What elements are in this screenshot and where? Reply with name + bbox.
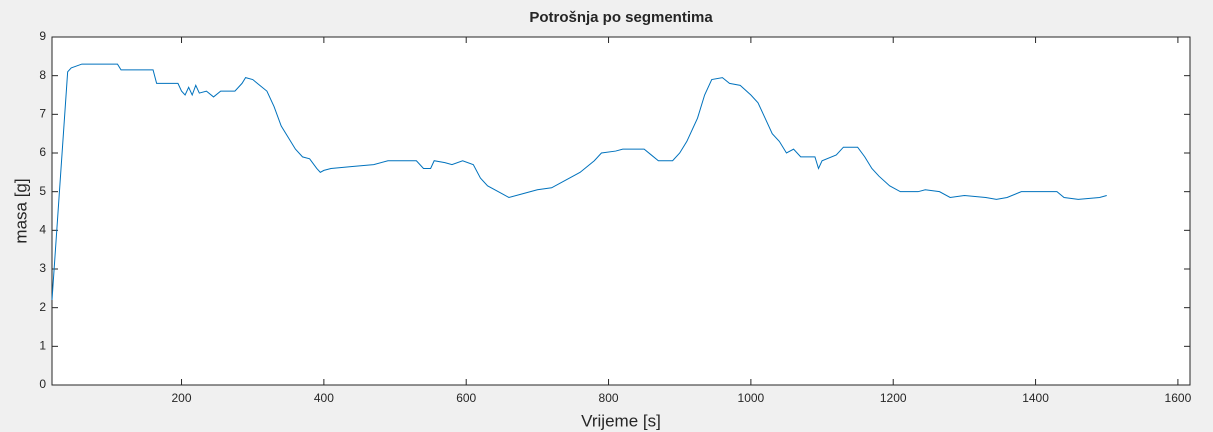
x-tick-label: 200: [172, 391, 192, 405]
y-tick-label: 0: [39, 377, 46, 391]
x-axis-label: Vrijeme [s]: [581, 411, 661, 430]
y-tick-label: 2: [39, 300, 46, 314]
x-tick-label: 400: [314, 391, 334, 405]
x-tick-label: 1200: [880, 391, 907, 405]
y-tick-label: 4: [39, 223, 46, 237]
y-axis-label: masa [g]: [11, 178, 30, 243]
x-tick-label: 600: [456, 391, 476, 405]
y-tick-label: 1: [39, 339, 46, 353]
x-tick-label: 1000: [738, 391, 765, 405]
y-tick-label: 7: [39, 107, 46, 121]
y-tick-label: 6: [39, 145, 46, 159]
x-tick-label: 1400: [1022, 391, 1049, 405]
y-tick-label: 5: [39, 184, 46, 198]
y-tick-label: 3: [39, 261, 46, 275]
x-tick-label: 1600: [1165, 391, 1192, 405]
x-tick-label: 800: [599, 391, 619, 405]
y-tick-label: 9: [39, 29, 46, 43]
y-tick-label: 8: [39, 68, 46, 82]
chart-title: Potrošnja po segmentima: [529, 9, 713, 26]
plot-area: [51, 36, 1191, 386]
data-line: [51, 63, 1107, 300]
